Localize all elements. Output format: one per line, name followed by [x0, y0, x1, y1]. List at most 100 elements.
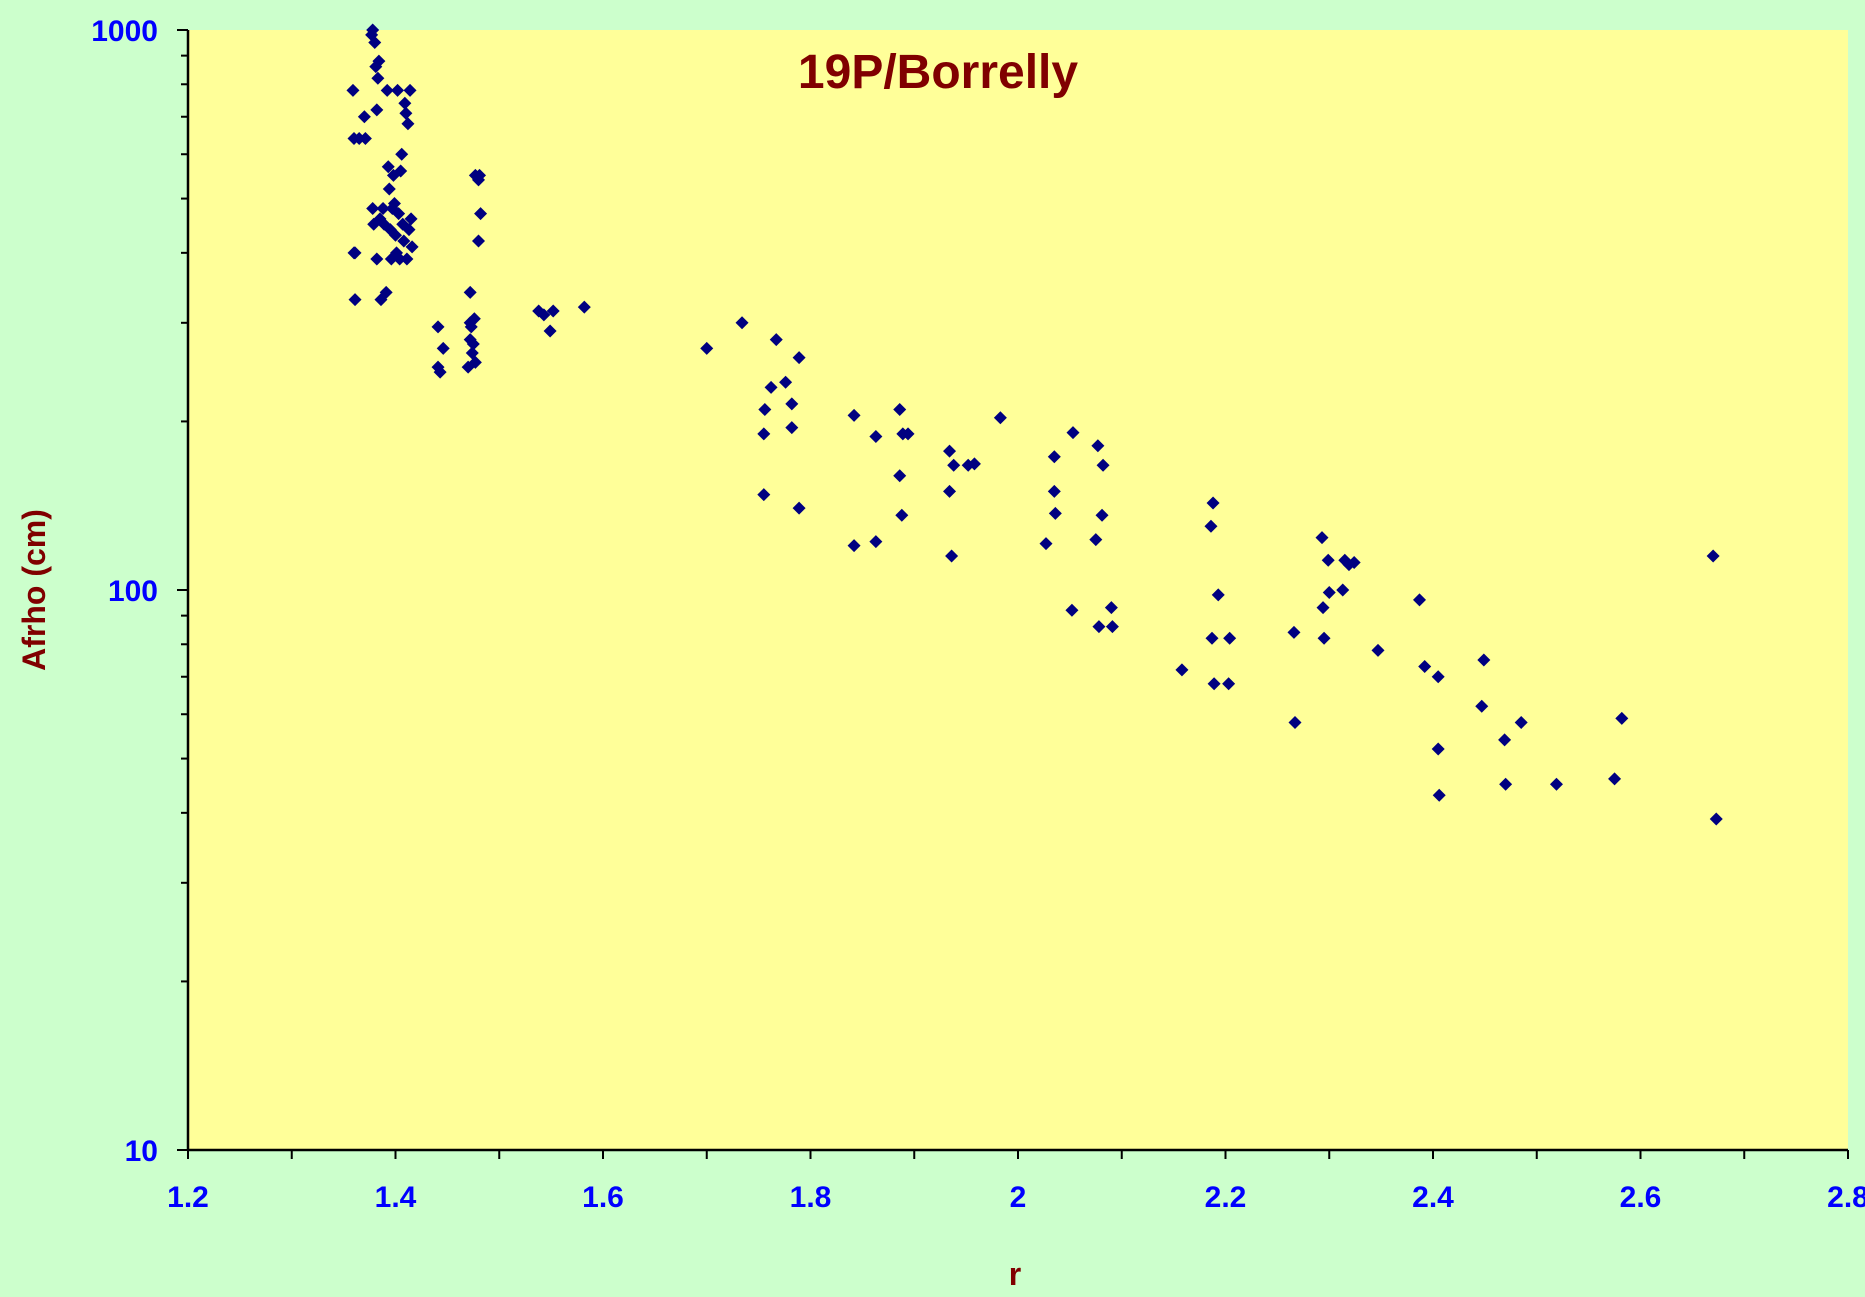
data-point-63: [472, 234, 485, 248]
data-point-72: [735, 316, 749, 330]
data-point-142: [1549, 777, 1563, 791]
data-point-126: [1322, 585, 1336, 599]
y-axis-title: Afrho (cm): [16, 509, 52, 671]
data-point-106: [1091, 439, 1105, 453]
data-point-112: [1175, 663, 1189, 677]
data-point-61: [468, 355, 482, 369]
chart-title: 19P/Borrelly: [798, 46, 1078, 99]
data-point-88: [893, 403, 907, 417]
data-point-113: [1204, 519, 1218, 533]
data-point-114: [1205, 631, 1219, 645]
data-point-117: [1211, 588, 1225, 602]
data-point-116: [1207, 677, 1221, 691]
data-point-139: [1498, 733, 1512, 747]
data-point-69: [546, 304, 560, 318]
data-point-33: [391, 83, 405, 97]
y-tick-label: 10: [125, 1135, 158, 1168]
data-point-68: [543, 324, 557, 338]
x-tick-label: 2.2: [1205, 1181, 1247, 1214]
data-point-134: [1431, 670, 1445, 684]
data-point-15: [370, 103, 384, 117]
axis-ticks: 1.2 1.4 1.6 1.8 2 2.2 2.4 2.6 2.8 10 100 1000: [91, 15, 1865, 1214]
data-point-94: [945, 549, 959, 563]
data-point-100: [1047, 484, 1061, 498]
x-tick-label: 2.4: [1412, 1181, 1454, 1214]
data-point-144: [1615, 711, 1629, 725]
data-point-143: [1608, 772, 1622, 786]
data-point-12: [368, 35, 382, 49]
y-tick-label: 100: [108, 575, 158, 608]
data-point-40: [398, 96, 412, 110]
data-point-145: [1706, 549, 1720, 563]
data-point-81: [792, 501, 806, 515]
data-point-80: [785, 397, 799, 411]
data-point-141: [1514, 715, 1528, 729]
data-point-74: [757, 488, 771, 502]
data-point-93: [943, 484, 957, 498]
data-point-24: [381, 160, 395, 174]
data-point-98: [993, 411, 1007, 425]
data-point-108: [1095, 508, 1109, 522]
data-point-124: [1317, 631, 1331, 645]
data-point-53: [463, 285, 477, 299]
data-point-111: [1105, 620, 1119, 634]
data-point-91: [901, 427, 915, 441]
data-point-121: [1288, 715, 1302, 729]
data-point-125: [1321, 553, 1335, 567]
data-point-87: [893, 469, 907, 483]
data-point-36: [394, 164, 408, 178]
data-point-101: [1047, 450, 1061, 464]
data-point-102: [1048, 506, 1062, 520]
data-point-71: [700, 341, 714, 355]
data-point-31: [389, 228, 402, 242]
data-point-73: [757, 427, 771, 441]
data-point-130: [1347, 555, 1361, 569]
data-point-78: [779, 375, 793, 389]
data-point-9: [366, 23, 380, 37]
data-point-110: [1104, 601, 1118, 615]
x-tick-label: 1.6: [582, 1181, 624, 1214]
data-point-75: [758, 403, 772, 417]
x-tick-label: 2.8: [1827, 1181, 1865, 1214]
data-point-46: [404, 212, 418, 226]
data-point-118: [1222, 677, 1236, 691]
data-point-99: [1039, 537, 1053, 551]
data-point-107: [1092, 620, 1106, 634]
data-point-70: [577, 300, 591, 314]
data-point-48: [431, 320, 445, 334]
data-point-39: [397, 234, 411, 248]
data-point-3: [348, 246, 362, 260]
y-tick-label: 1000: [91, 15, 158, 48]
data-point-137: [1475, 699, 1489, 713]
data-points: [346, 23, 1723, 826]
data-point-6: [357, 110, 371, 124]
data-point-131: [1371, 643, 1385, 657]
data-point-65: [474, 207, 488, 221]
data-point-7: [358, 132, 372, 146]
data-point-138: [1477, 653, 1491, 667]
data-point-109: [1096, 458, 1110, 472]
data-point-104: [1066, 426, 1080, 440]
x-axis-title: r: [1009, 1256, 1021, 1292]
data-point-10: [366, 202, 380, 216]
data-point-59: [467, 312, 481, 326]
data-point-122: [1315, 531, 1329, 545]
data-point-123: [1316, 601, 1330, 615]
plot-area: [188, 30, 1848, 1150]
data-point-97: [967, 457, 981, 471]
data-point-30: [387, 196, 401, 210]
data-point-136: [1432, 788, 1446, 802]
data-point-50: [433, 365, 447, 379]
data-point-42: [400, 252, 414, 266]
data-point-0: [346, 83, 360, 97]
data-point-79: [785, 421, 799, 435]
data-point-76: [764, 380, 778, 394]
data-point-16: [371, 71, 385, 85]
data-point-25: [382, 182, 396, 196]
data-point-20: [376, 202, 390, 216]
data-point-84: [847, 408, 861, 422]
data-point-13: [369, 60, 383, 74]
x-tick-label: 1.4: [375, 1181, 417, 1214]
data-point-127: [1336, 583, 1350, 597]
data-point-95: [947, 458, 961, 472]
